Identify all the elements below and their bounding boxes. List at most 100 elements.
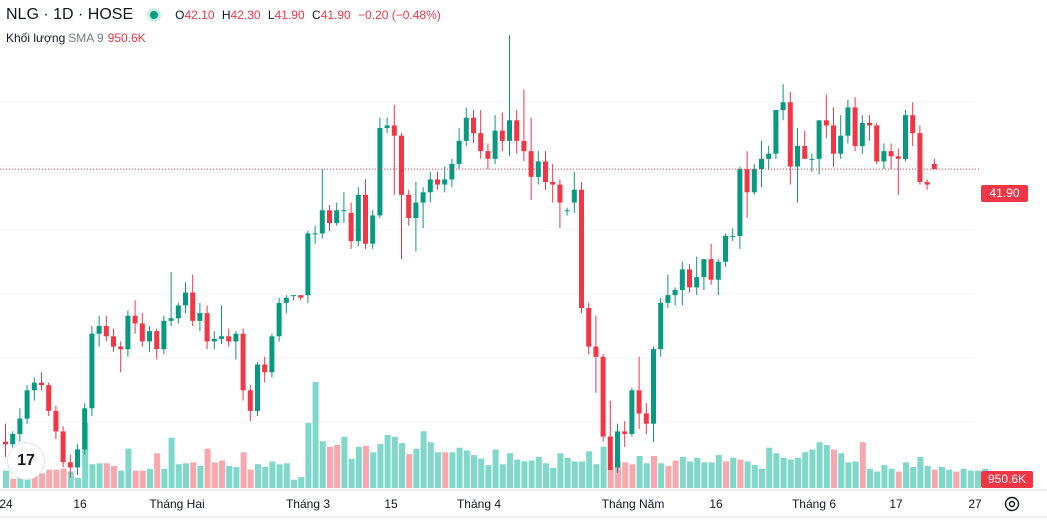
volume-bar — [204, 448, 211, 488]
volume-bar — [456, 447, 463, 488]
volume-bar — [730, 457, 737, 488]
market-status-icon — [147, 8, 162, 22]
volume-bar — [370, 452, 377, 488]
volume-bar — [967, 470, 974, 488]
candle-body — [96, 326, 102, 334]
volume-bar — [75, 477, 81, 488]
candle-body — [327, 210, 332, 224]
volume-bar — [859, 442, 866, 488]
volume-bar — [723, 461, 729, 488]
volume-bar — [643, 463, 650, 488]
volume-bar — [377, 444, 384, 488]
volume-bar — [586, 451, 593, 488]
candle-body — [795, 146, 800, 167]
open-value: 42.10 — [184, 8, 215, 22]
volume-bar — [514, 459, 521, 488]
candle-body — [744, 169, 750, 193]
volume-bar — [802, 452, 809, 488]
candle-body — [89, 333, 95, 409]
x-tick-label: Tháng 6 — [792, 497, 836, 511]
candle-body — [499, 130, 505, 141]
x-tick-label: Tháng Hai — [149, 497, 204, 511]
volume-bar — [319, 441, 326, 488]
candle-body — [715, 261, 721, 280]
candle-body — [751, 169, 757, 193]
volume-bar — [46, 469, 53, 488]
candle-body — [190, 292, 196, 321]
candle-body — [629, 390, 635, 434]
volume-bar — [622, 462, 629, 488]
tradingview-logo[interactable]: 17 — [8, 443, 44, 479]
candle-body — [615, 431, 620, 468]
volume-bar — [550, 467, 557, 488]
candle-body — [838, 135, 844, 154]
candle-body — [211, 338, 217, 342]
volume-bar — [312, 381, 319, 488]
volume-bar — [831, 449, 837, 488]
volume-legend[interactable]: Khối lượng SMA 9 950.6K — [6, 31, 146, 45]
candle-body — [507, 120, 512, 141]
candle-body — [17, 418, 23, 434]
candle-body — [406, 194, 412, 218]
candle-body — [233, 333, 239, 342]
volume-bar — [665, 466, 672, 488]
volume-bar — [521, 461, 528, 488]
sma-label: SMA 9 — [68, 31, 104, 45]
symbol-title[interactable]: NLG · 1D · HOSE — [6, 6, 134, 23]
candle-body — [118, 346, 124, 350]
candle-body — [31, 382, 37, 391]
candle-body — [334, 210, 340, 224]
x-tick-label: 27 — [968, 497, 982, 511]
volume-bar — [283, 463, 290, 488]
candle-body — [435, 179, 440, 185]
candle-body — [701, 259, 707, 278]
candle-body — [816, 120, 822, 159]
volume-bar — [442, 452, 449, 488]
candle-body — [622, 431, 628, 434]
candle-body — [773, 110, 779, 154]
volume-bar — [953, 471, 960, 488]
candle-body — [471, 117, 476, 134]
candle-body — [456, 140, 462, 164]
candle-body — [550, 182, 556, 185]
volume-bar — [341, 436, 348, 488]
volume-bar — [499, 464, 506, 488]
symbol-legend: NLG · 1D · HOSE O42.10 H42.30 L41.90 C41… — [6, 6, 445, 24]
volume-bar — [766, 447, 773, 488]
volume-bar — [881, 465, 888, 488]
volume-bar — [111, 466, 117, 488]
candle-body — [413, 202, 419, 218]
volume-bar — [939, 466, 945, 488]
candle-body — [643, 413, 649, 424]
volume-bar — [507, 453, 513, 488]
gear-icon[interactable] — [1003, 495, 1021, 513]
x-tick-label: Tháng 4 — [457, 497, 501, 511]
candle-body — [24, 390, 30, 419]
candle-body — [53, 410, 59, 432]
candle-body — [485, 151, 491, 159]
volume-label: Khối lượng — [6, 31, 66, 45]
candle-body — [183, 292, 188, 306]
candle-body — [521, 140, 527, 152]
candle-body — [593, 346, 599, 357]
candle-body — [557, 184, 563, 203]
candle-body — [528, 151, 534, 177]
candle-body — [924, 182, 930, 185]
volume-bar — [687, 461, 693, 488]
candle-body — [82, 408, 88, 450]
volume-bar — [931, 469, 938, 488]
candle-body — [154, 331, 160, 350]
volume-bar — [269, 461, 276, 488]
low-value: 41.90 — [274, 8, 305, 22]
candle-body — [103, 326, 109, 337]
volume-bar — [391, 436, 398, 488]
close-key: C — [311, 8, 321, 22]
candle-body — [931, 164, 937, 170]
x-tick-label: 15 — [384, 497, 398, 511]
candle-body — [255, 364, 260, 411]
candle-body — [39, 382, 44, 386]
candle-body — [67, 462, 73, 468]
volume-bar — [946, 469, 953, 488]
candle-body — [607, 436, 613, 470]
